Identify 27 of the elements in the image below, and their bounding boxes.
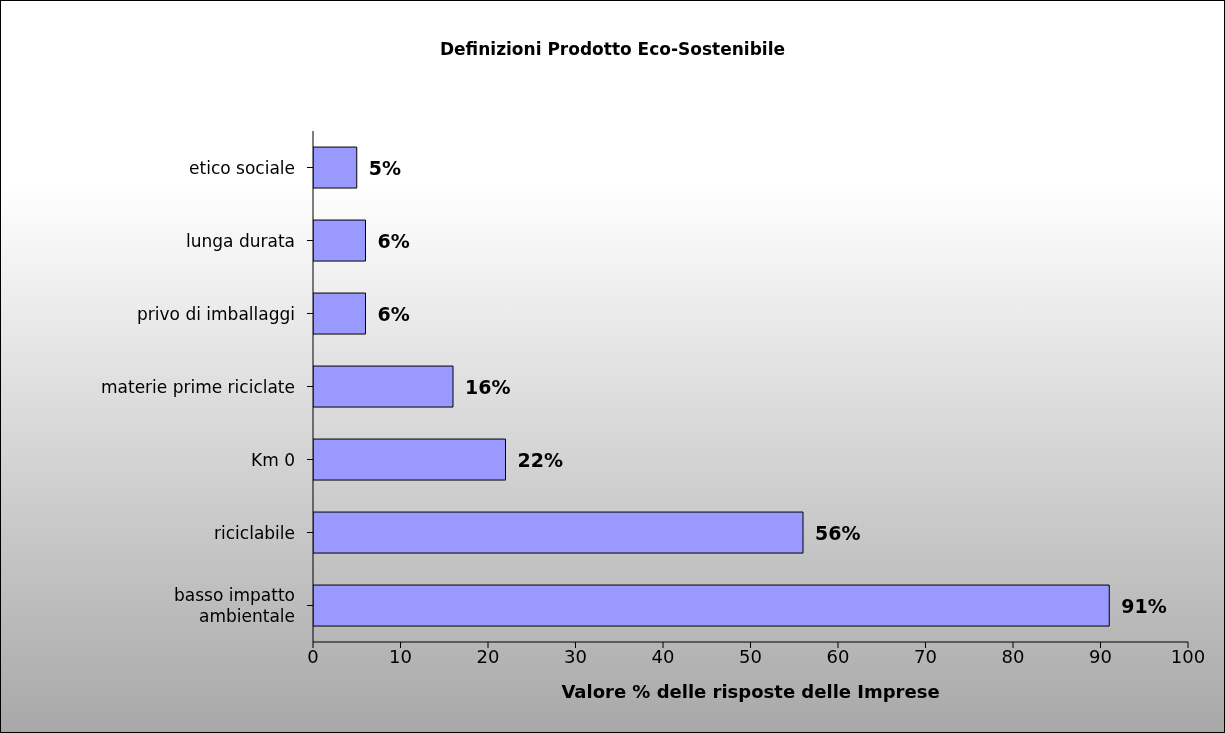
data-label: 91% — [1121, 594, 1167, 617]
x-tick-label: 0 — [307, 645, 319, 667]
x-axis-title: Valore % delle risposte delle Imprese — [561, 681, 940, 702]
data-label: 56% — [815, 521, 861, 544]
y-tick-label: etico sociale — [189, 157, 295, 178]
y-tick-label: lunga durata — [186, 230, 295, 251]
y-tick-label: basso impatto ambientale — [174, 585, 295, 626]
data-label: 6% — [377, 302, 410, 325]
data-label: 22% — [517, 448, 563, 471]
x-tick-label: 70 — [914, 645, 937, 667]
x-tick-label: 90 — [1089, 645, 1112, 667]
x-tick-label: 30 — [564, 645, 587, 667]
data-label: 16% — [465, 375, 511, 398]
y-tick-label: riciclabile — [214, 522, 295, 543]
data-label: 6% — [377, 229, 410, 252]
y-tick-label: Km 0 — [251, 449, 295, 470]
x-tick-label: 100 — [1170, 645, 1206, 667]
x-tick-label: 40 — [651, 645, 675, 667]
x-tick-label: 10 — [389, 645, 412, 667]
x-tick-label: 20 — [476, 645, 500, 667]
chart-title: Definizioni Prodotto Eco-Sostenibile — [438, 39, 786, 59]
y-tick-label: privo di imballaggi — [137, 303, 295, 324]
y-tick-label: materie prime riciclate — [101, 376, 295, 397]
x-tick-label: 50 — [739, 645, 762, 667]
data-label: 5% — [368, 156, 402, 179]
x-tick-label: 60 — [826, 645, 850, 667]
x-tick-label: 80 — [1001, 645, 1025, 667]
